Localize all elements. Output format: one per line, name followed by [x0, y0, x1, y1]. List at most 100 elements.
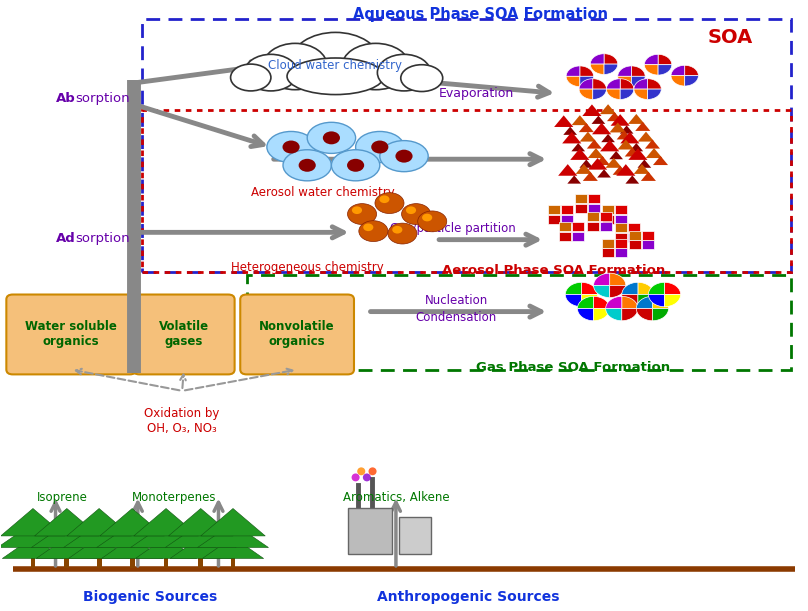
Bar — [549, 215, 560, 224]
Wedge shape — [579, 89, 593, 100]
Text: Volatile
gases: Volatile gases — [158, 320, 208, 348]
Wedge shape — [594, 309, 610, 321]
Wedge shape — [644, 54, 658, 65]
Ellipse shape — [331, 150, 380, 181]
Bar — [347, 508, 392, 554]
Wedge shape — [591, 64, 604, 75]
Bar — [629, 241, 641, 249]
Bar — [642, 231, 654, 240]
Polygon shape — [588, 158, 607, 170]
Polygon shape — [562, 132, 582, 144]
Polygon shape — [2, 537, 64, 558]
Wedge shape — [664, 295, 680, 307]
Bar — [588, 194, 600, 203]
Ellipse shape — [375, 192, 404, 213]
Bar — [616, 205, 627, 214]
Wedge shape — [621, 79, 634, 89]
Bar — [399, 517, 431, 554]
Text: Aqueous Phase SOA Formation: Aqueous Phase SOA Formation — [353, 7, 608, 21]
Polygon shape — [197, 523, 268, 547]
Bar — [616, 239, 627, 247]
Polygon shape — [164, 551, 169, 568]
Ellipse shape — [363, 474, 371, 481]
Polygon shape — [69, 537, 130, 558]
Bar — [562, 215, 573, 224]
Polygon shape — [587, 148, 604, 158]
Polygon shape — [100, 508, 165, 536]
Polygon shape — [617, 130, 632, 139]
Wedge shape — [637, 296, 652, 309]
Ellipse shape — [244, 54, 297, 91]
Polygon shape — [591, 115, 605, 124]
Ellipse shape — [307, 122, 356, 153]
Ellipse shape — [352, 207, 362, 214]
Polygon shape — [646, 148, 663, 158]
Wedge shape — [593, 89, 607, 100]
Bar — [629, 231, 641, 240]
Wedge shape — [610, 273, 626, 285]
Polygon shape — [641, 172, 656, 181]
Ellipse shape — [395, 150, 413, 163]
Wedge shape — [618, 66, 632, 76]
Wedge shape — [684, 65, 698, 76]
Text: Biogenic Sources: Biogenic Sources — [82, 590, 217, 604]
Ellipse shape — [356, 131, 404, 163]
Polygon shape — [136, 537, 196, 558]
Wedge shape — [580, 76, 594, 87]
Polygon shape — [612, 166, 628, 175]
Text: Aerosol water chemistry: Aerosol water chemistry — [251, 186, 395, 199]
Ellipse shape — [267, 131, 315, 163]
Wedge shape — [622, 295, 638, 307]
Wedge shape — [607, 79, 621, 89]
Polygon shape — [628, 114, 645, 124]
Bar — [616, 233, 627, 242]
Wedge shape — [604, 64, 618, 75]
Polygon shape — [36, 537, 98, 558]
Polygon shape — [134, 508, 198, 536]
Bar — [603, 215, 614, 224]
Polygon shape — [202, 537, 263, 558]
Polygon shape — [563, 126, 577, 135]
Wedge shape — [658, 65, 671, 75]
Wedge shape — [648, 282, 664, 295]
Bar — [629, 233, 640, 242]
Bar — [616, 248, 627, 257]
Wedge shape — [622, 309, 638, 321]
Polygon shape — [579, 159, 593, 168]
Polygon shape — [609, 151, 623, 159]
Wedge shape — [664, 282, 680, 295]
Wedge shape — [618, 76, 632, 87]
Polygon shape — [583, 172, 598, 181]
Wedge shape — [652, 296, 668, 309]
Wedge shape — [604, 54, 618, 64]
Wedge shape — [622, 296, 638, 309]
Polygon shape — [131, 523, 201, 547]
Polygon shape — [67, 508, 132, 536]
Polygon shape — [198, 551, 203, 568]
Polygon shape — [554, 115, 574, 127]
Bar — [246, 275, 791, 370]
Text: sorption: sorption — [75, 92, 129, 104]
Bar — [575, 204, 587, 213]
Ellipse shape — [347, 203, 377, 224]
Polygon shape — [583, 104, 601, 116]
Bar — [642, 241, 654, 249]
Text: Gas Phase SOA Formation: Gas Phase SOA Formation — [477, 361, 671, 374]
Bar — [603, 239, 614, 247]
Wedge shape — [593, 79, 607, 89]
Polygon shape — [170, 537, 231, 558]
Polygon shape — [592, 123, 611, 134]
Text: Oxidation by
OH, O₃, NO₃: Oxidation by OH, O₃, NO₃ — [145, 408, 220, 435]
Wedge shape — [578, 296, 594, 309]
Ellipse shape — [363, 224, 373, 231]
Text: Evaporation: Evaporation — [439, 87, 514, 100]
Text: Ab: Ab — [56, 92, 75, 104]
Ellipse shape — [388, 223, 417, 244]
Wedge shape — [638, 282, 654, 295]
Ellipse shape — [377, 54, 431, 91]
Polygon shape — [645, 139, 660, 148]
FancyBboxPatch shape — [6, 295, 137, 375]
Bar — [142, 19, 791, 272]
Polygon shape — [621, 132, 639, 144]
Polygon shape — [169, 508, 233, 536]
